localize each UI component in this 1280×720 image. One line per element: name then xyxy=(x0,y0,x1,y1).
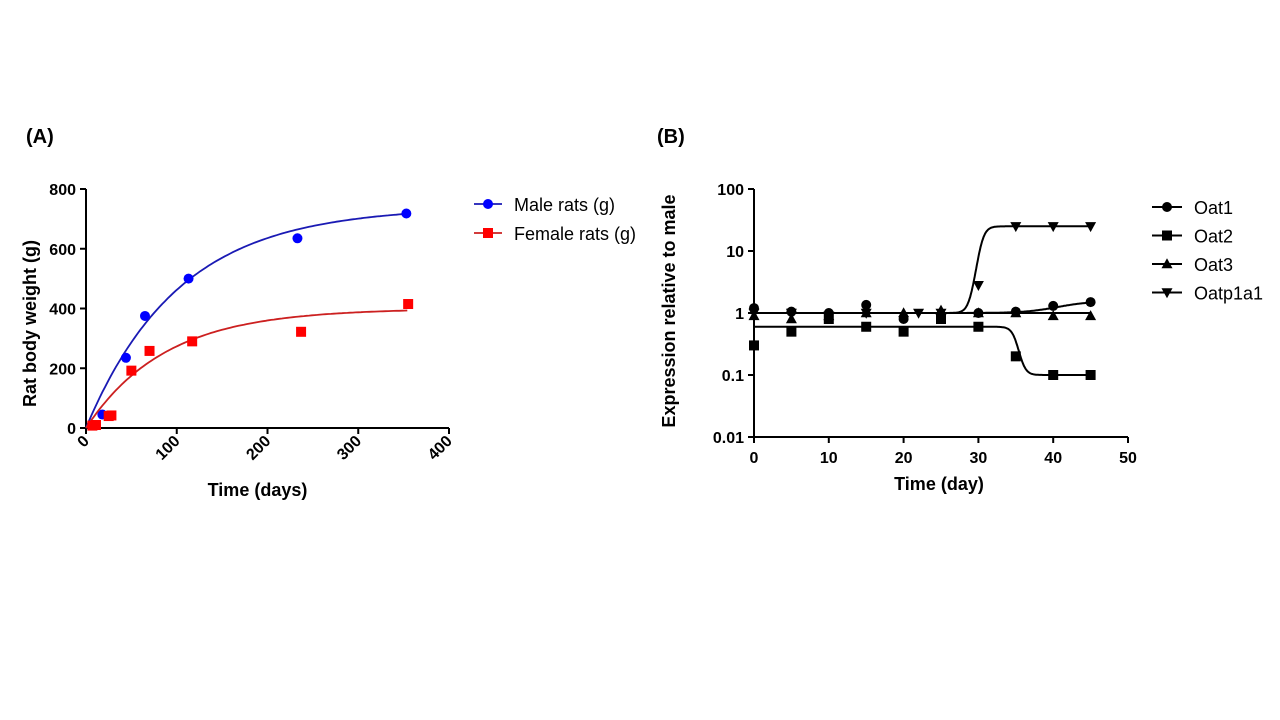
data-point-oat2 xyxy=(1085,370,1096,380)
data-point-female xyxy=(403,299,414,310)
legend-marker xyxy=(1161,258,1173,269)
legend-label: Female rats (g) xyxy=(514,224,636,244)
fit-curve-oatp1a1 xyxy=(754,225,1090,314)
data-point-male xyxy=(401,208,412,219)
chart-b: 0.01 0.1 1 10 100 0 10 20 30 40 50 Time (day) Expres… xyxy=(659,182,1263,494)
legend-marker xyxy=(1162,230,1172,241)
y-tick-label: 600 xyxy=(49,242,76,259)
legend-marker xyxy=(483,228,493,238)
x-tick-label: 10 xyxy=(820,450,838,467)
data-point-female xyxy=(187,336,198,347)
y-tick-label: 100 xyxy=(717,182,744,199)
x-tick-label: 300 xyxy=(334,433,365,464)
data-point-female xyxy=(144,345,155,356)
data-point-female xyxy=(106,410,117,421)
data-point-oat2 xyxy=(861,321,872,332)
data-point-male xyxy=(183,273,194,284)
data-point-oat1 xyxy=(861,299,872,310)
x-tick-label: 0 xyxy=(75,433,93,451)
data-point-oat3 xyxy=(1047,310,1059,321)
x-tick-label: 30 xyxy=(970,450,988,467)
legend-marker xyxy=(1162,202,1172,212)
data-point-male xyxy=(120,352,131,363)
legend-label: Oat3 xyxy=(1194,255,1233,275)
x-tick-label: 40 xyxy=(1044,450,1062,467)
data-point-female xyxy=(126,365,137,376)
x-tick-label: 200 xyxy=(243,433,274,464)
data-point-oat2 xyxy=(973,321,984,332)
y-axis-title: Expression relative to male xyxy=(659,194,679,427)
y-axis-title: Rat body weight (g) xyxy=(20,240,40,407)
data-point-female xyxy=(90,420,101,431)
fit-curve-male xyxy=(85,212,408,429)
panel-a-label: (A) xyxy=(26,126,54,148)
y-tick-label: 0.01 xyxy=(713,430,744,447)
fit-curve-female xyxy=(85,309,408,429)
y-tick-label: 0.1 xyxy=(722,368,744,385)
data-point-oatp1a1 xyxy=(748,308,760,319)
data-point-oat3 xyxy=(898,307,910,318)
chart-a: 0 200 400 600 800 0 100 200 300 400 Time (days) Rat… xyxy=(20,182,636,500)
x-axis-title: Time (days) xyxy=(208,480,308,500)
data-point-oat1 xyxy=(1048,300,1059,311)
data-point-male xyxy=(292,233,303,244)
y-tick-label: 1 xyxy=(735,306,744,323)
x-tick-label: 100 xyxy=(153,433,184,464)
legend-label: Oat2 xyxy=(1194,227,1233,247)
y-tick-label: 10 xyxy=(726,244,744,261)
data-point-oatp1a1 xyxy=(972,281,984,292)
data-point-female xyxy=(296,326,307,337)
legend-label: Oat1 xyxy=(1194,198,1233,218)
data-point-oat2 xyxy=(1010,351,1021,362)
data-point-oatp1a1 xyxy=(1085,222,1097,233)
y-tick-label: 800 xyxy=(49,182,76,199)
x-axis-title: Time (day) xyxy=(894,474,984,494)
legend-marker xyxy=(1161,288,1173,299)
data-point-oatp1a1 xyxy=(860,308,872,319)
x-tick-label: 20 xyxy=(895,450,913,467)
x-tick-label: 0 xyxy=(750,450,759,467)
data-point-oat3 xyxy=(972,307,984,318)
y-tick-label: 400 xyxy=(49,302,76,319)
data-point-oat2 xyxy=(786,326,797,337)
legend-marker xyxy=(483,199,493,209)
data-point-oatp1a1 xyxy=(1010,222,1022,233)
data-point-oat2 xyxy=(936,314,946,325)
data-point-oat2 xyxy=(898,326,909,337)
fit-curve-oat2 xyxy=(754,325,1090,376)
y-tick-label: 200 xyxy=(49,361,76,378)
data-point-oat1 xyxy=(1085,297,1096,308)
data-point-oatp1a1 xyxy=(823,311,835,322)
x-tick-label: 50 xyxy=(1119,450,1137,467)
y-tick-label: 0 xyxy=(67,421,76,438)
data-point-male xyxy=(139,310,150,321)
data-point-oatp1a1 xyxy=(935,308,947,319)
panel-b-label: (B) xyxy=(657,126,685,148)
data-point-oatp1a1 xyxy=(913,308,925,319)
data-point-oat3 xyxy=(1085,310,1097,321)
legend-label: Oatp1a1 xyxy=(1194,284,1263,304)
data-point-oat2 xyxy=(749,340,759,351)
data-point-oat3 xyxy=(1010,307,1022,318)
data-point-oatp1a1 xyxy=(1047,222,1059,233)
x-tick-label: 400 xyxy=(425,433,456,464)
data-point-oatp1a1 xyxy=(785,308,797,319)
data-point-oat2 xyxy=(1048,370,1059,380)
legend-label: Male rats (g) xyxy=(514,195,615,215)
